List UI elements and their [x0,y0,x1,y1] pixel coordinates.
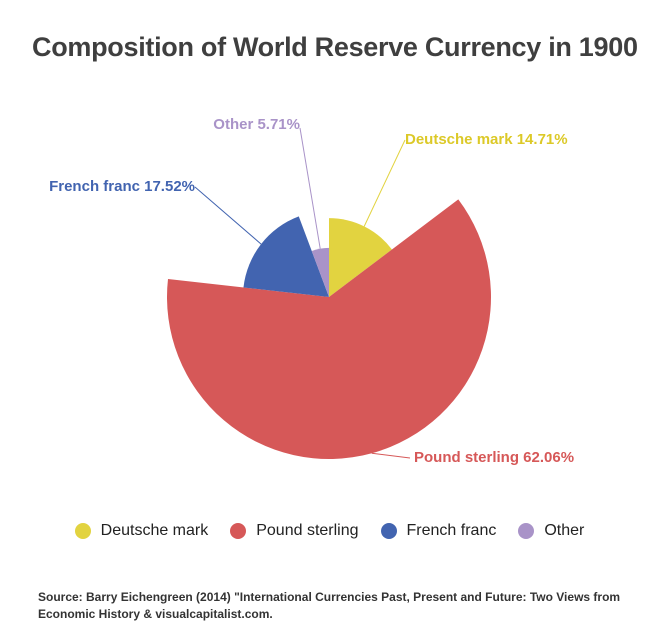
leader-line-french-franc [194,186,262,245]
data-label-french-franc: French franc 17.52% [49,178,195,195]
leader-line-deutsche-mark [363,139,406,227]
legend-label-pound-sterling: Pound sterling [256,522,359,539]
chart-title: Composition of World Reserve Currency in… [32,32,638,62]
leader-line-other [299,127,321,249]
legend-item-french-franc[interactable]: French franc [380,522,497,540]
legend-swatch-other [518,523,535,539]
slice-other[interactable] [311,247,329,297]
legend-label-french-franc: French franc [406,522,497,539]
legend-item-other[interactable]: Other [518,522,584,540]
slice-pound-sterling[interactable] [166,199,491,460]
legend-swatch-deutsche-mark [74,523,91,539]
leader-line-pound-sterling [371,452,411,459]
data-label-pound-sterling: Pound sterling 62.06% [414,449,574,466]
slice-deutsche-mark[interactable] [329,218,392,297]
data-label-other: Other 5.71% [213,116,300,133]
source-note: Source: Barry Eichengreen (2014) "Intern… [38,590,621,621]
legend-label-deutsche-mark: Deutsche mark [100,522,209,539]
legend-item-pound-sterling[interactable]: Pound sterling [230,522,359,540]
legend: Deutsche mark Pound sterling French fran… [0,522,659,540]
legend-swatch-french-franc [380,523,397,539]
legend-item-deutsche-mark[interactable]: Deutsche mark [74,522,209,540]
data-label-deutsche-mark: Deutsche mark 14.71% [405,131,568,148]
slice-french-franc[interactable] [243,216,329,297]
legend-label-other: Other [544,522,585,539]
legend-swatch-pound-sterling [230,523,247,539]
